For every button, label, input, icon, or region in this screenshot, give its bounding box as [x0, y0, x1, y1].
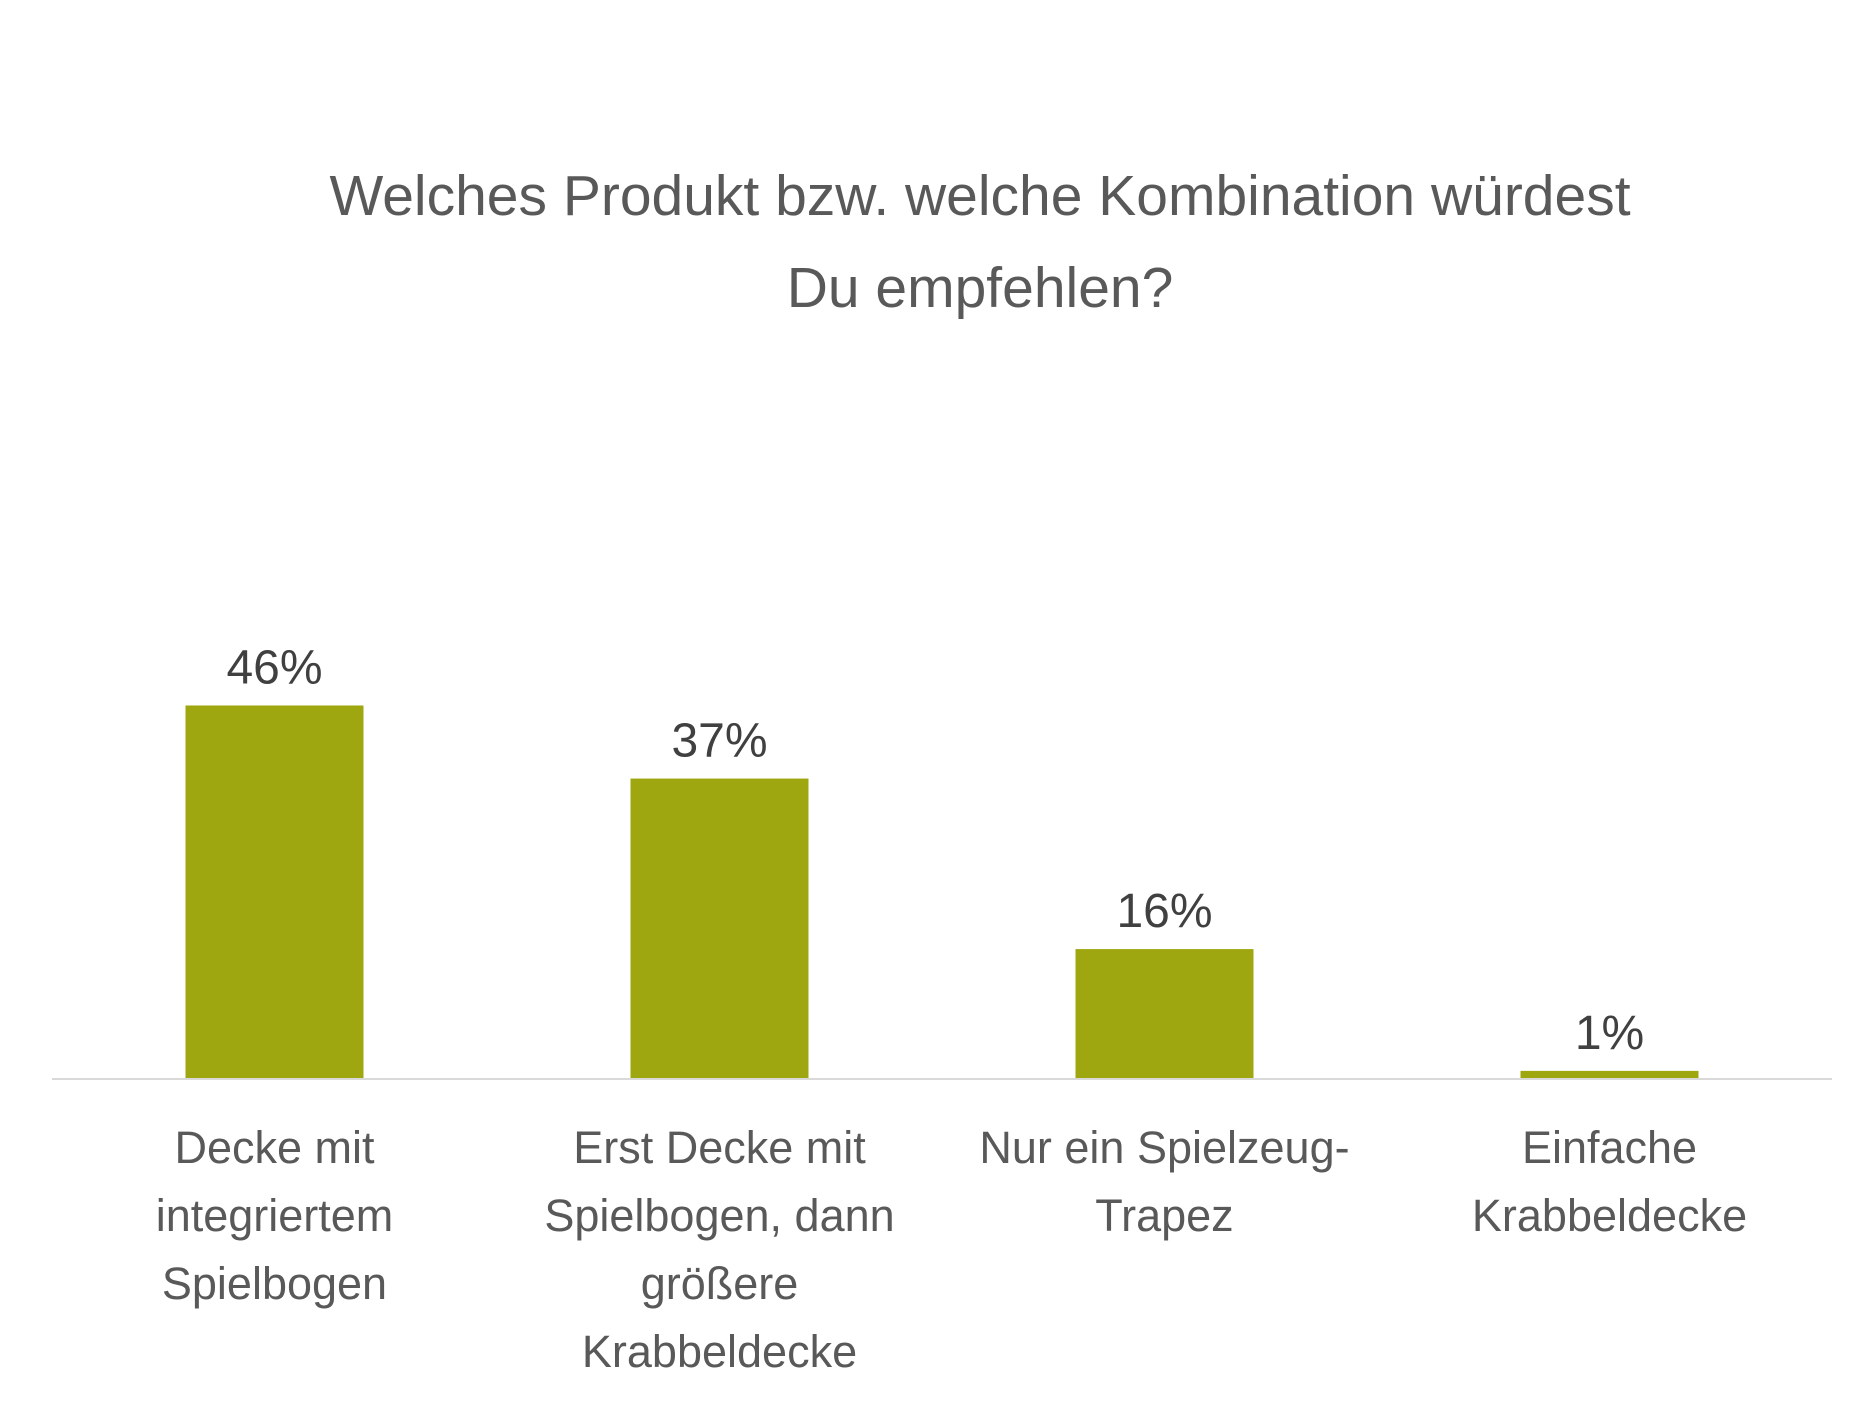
category-label-line: Einfache	[1522, 1122, 1697, 1173]
data-label-1: 46%	[226, 641, 322, 694]
bars-group	[185, 705, 1699, 1079]
category-label-line: Spielbogen	[162, 1258, 387, 1309]
category-label-2: Erst Decke mit Spielbogen, dann größere Kra…	[544, 1122, 894, 1377]
bar-2	[630, 778, 809, 1079]
category-label-line: größere	[641, 1258, 799, 1309]
category-label-line: Krabbeldecke	[1472, 1190, 1747, 1241]
category-label-4: Einfache Krabbeldecke	[1472, 1122, 1747, 1241]
data-label-2: 37%	[671, 715, 767, 768]
category-label-1: Decke mit integriertem Spielbogen	[156, 1122, 394, 1309]
bar-1	[185, 705, 364, 1079]
category-label-line: Erst Decke mit	[573, 1122, 866, 1173]
category-labels-group: Decke mit integriertem Spielbogen Erst Deck…	[156, 1122, 1747, 1377]
bar-4	[1520, 1070, 1699, 1079]
data-label-3: 16%	[1116, 885, 1212, 938]
chart-title: Welches Produkt bzw. welche Kombination …	[329, 164, 1631, 320]
category-label-line: Nur ein Spielzeug-	[979, 1122, 1349, 1173]
category-label-line: Decke mit	[174, 1122, 375, 1173]
category-label-line: integriertem	[156, 1190, 394, 1241]
category-label-line: Spielbogen, dann	[544, 1190, 894, 1241]
data-label-4: 1%	[1575, 1007, 1644, 1060]
category-label-line: Trapez	[1095, 1190, 1233, 1241]
bar-3	[1075, 949, 1254, 1079]
category-label-3: Nur ein Spielzeug- Trapez	[979, 1122, 1349, 1241]
category-label-line: Krabbeldecke	[582, 1326, 857, 1377]
value-labels-group: 46% 37% 16% 1%	[226, 641, 1644, 1059]
